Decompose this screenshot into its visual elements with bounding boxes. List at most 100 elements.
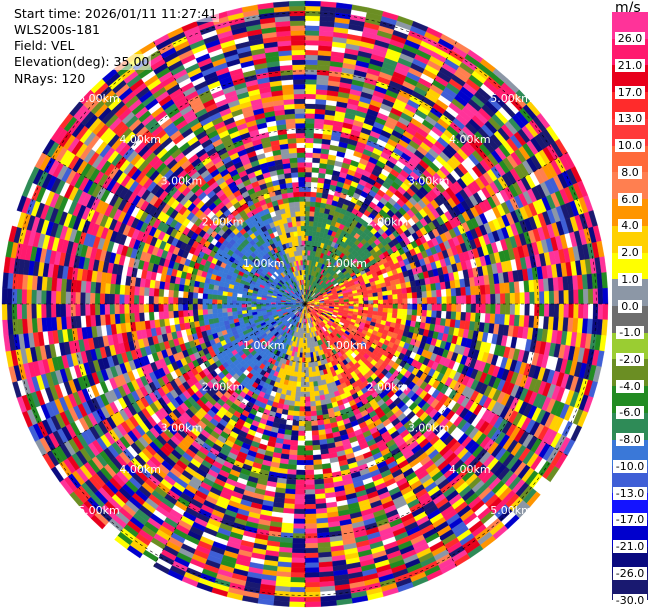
- ppi-gate: [304, 206, 311, 212]
- ppi-gate: [313, 473, 324, 480]
- ppi-gate: [304, 513, 317, 520]
- ppi-gate: [304, 508, 317, 515]
- ppi-gate: [509, 292, 516, 305]
- ppi-gate: [391, 313, 398, 319]
- ppi-gate: [290, 439, 298, 446]
- ppi-gate: [396, 313, 403, 320]
- ppi-gate: [529, 303, 535, 317]
- ppi-gate: [312, 444, 321, 451]
- ppi-gate: [311, 167, 320, 173]
- ppi-gate: [293, 518, 306, 525]
- ppi-gate: [304, 567, 320, 573]
- ppi-gate: [298, 420, 306, 427]
- ppi-gate: [315, 498, 327, 505]
- ppi-gate: [312, 157, 321, 164]
- ppi-gate: [286, 473, 297, 480]
- ppi-gate: [304, 523, 317, 529]
- ppi-gate: [313, 142, 323, 149]
- ppi-gate: [289, 586, 306, 593]
- ppi-gate: [304, 518, 317, 525]
- ppi-gate: [382, 290, 388, 296]
- ppi-gate: [490, 293, 496, 305]
- ppi-gate: [480, 303, 486, 314]
- ppi-gate: [314, 493, 326, 500]
- ppi-gate: [592, 303, 599, 320]
- ppi-gate: [534, 291, 540, 305]
- ppi-gate: [304, 542, 318, 549]
- ppi-gate: [377, 307, 384, 313]
- ppi-gate: [524, 292, 530, 305]
- ppi-gate: [392, 303, 399, 310]
- ppi-gate: [295, 391, 301, 397]
- ppi-gate: [283, 498, 295, 505]
- ppi-gate: [509, 303, 516, 316]
- ppi-gate: [304, 362, 309, 368]
- ppi-gate: [304, 357, 309, 363]
- ppi-gate: [431, 303, 438, 312]
- ppi-gate: [489, 283, 496, 295]
- ppi-gate: [465, 295, 472, 305]
- ppi-gate: [441, 303, 447, 312]
- ppi-gate: [294, 494, 306, 500]
- ppi-gate: [451, 303, 457, 313]
- ppi-gate: [287, 464, 297, 471]
- ppi-gate: [304, 235, 309, 241]
- ppi-gate: [563, 303, 570, 318]
- ppi-gate: [568, 303, 574, 319]
- ppi-gate: [309, 211, 315, 217]
- ppi-gate: [514, 303, 521, 316]
- ppi-gate: [295, 469, 306, 476]
- ppi-gate: [308, 381, 314, 388]
- ppi-gate: [474, 312, 481, 323]
- ppi-gate: [378, 299, 384, 305]
- ppi-gate: [412, 297, 418, 305]
- ppi-gate: [313, 137, 323, 144]
- ppi-gate: [297, 445, 306, 451]
- ppi-gate: [446, 296, 452, 305]
- ppi-gate: [292, 420, 300, 427]
- ppi-gate: [297, 430, 306, 437]
- ppi-gate: [373, 303, 379, 308]
- ppi-gate: [304, 377, 310, 383]
- ppi-gate: [286, 469, 297, 475]
- ppi-gate: [295, 474, 306, 481]
- ppi-gate: [304, 396, 311, 402]
- ppi-gate: [296, 460, 306, 466]
- ppi-gate: [287, 410, 294, 416]
- ppi-gate: [304, 220, 310, 227]
- ppi-gate: [412, 303, 418, 311]
- ppi-gate: [314, 483, 325, 490]
- ppi-gate: [386, 290, 393, 296]
- ppi-gate: [377, 295, 384, 301]
- ppi-gate: [304, 577, 320, 583]
- ppi-gate: [372, 296, 379, 301]
- ppi-gate: [470, 294, 477, 305]
- ppi-gate: [304, 215, 310, 222]
- ppi-gate: [304, 0, 322, 7]
- ppi-gate: [311, 172, 319, 178]
- ppi-gate: [583, 303, 589, 319]
- ppi-gate: [426, 310, 433, 318]
- ppi-gate: [411, 315, 417, 322]
- ppi-gate: [597, 288, 604, 305]
- ppi-gate: [304, 552, 319, 559]
- ppi-gate: [304, 503, 316, 510]
- ppi-gate: [312, 449, 322, 456]
- ppi-gate: [309, 215, 315, 222]
- ppi-gate: [543, 303, 550, 317]
- ppi-gate: [312, 162, 320, 169]
- ppi-gate: [548, 303, 555, 318]
- ppi-gate: [363, 297, 369, 302]
- ppi-gate: [310, 181, 318, 188]
- ppi-gate: [273, 600, 290, 607]
- ppi-gate: [304, 367, 309, 373]
- ppi-gate: [304, 88, 317, 95]
- ppi-gate: [382, 303, 389, 309]
- ppi-gate: [456, 303, 462, 313]
- ppi-gate: [315, 201, 322, 208]
- ppi-gate: [343, 299, 350, 303]
- ppi-gate: [304, 167, 313, 173]
- ppi-gate: [539, 303, 545, 317]
- ppi-gate: [288, 405, 295, 412]
- ppi-gate: [485, 294, 491, 305]
